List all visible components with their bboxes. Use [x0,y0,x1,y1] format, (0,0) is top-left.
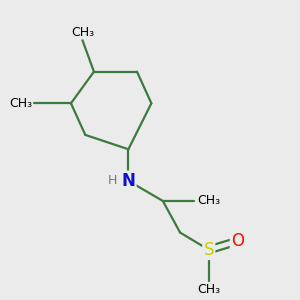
Text: O: O [231,232,244,250]
Text: CH₃: CH₃ [71,26,94,39]
Text: N: N [122,172,135,190]
Text: H: H [108,174,117,188]
Text: CH₃: CH₃ [9,97,32,110]
Text: CH₃: CH₃ [197,283,220,296]
Text: S: S [204,241,214,259]
Text: CH₃: CH₃ [197,194,220,208]
